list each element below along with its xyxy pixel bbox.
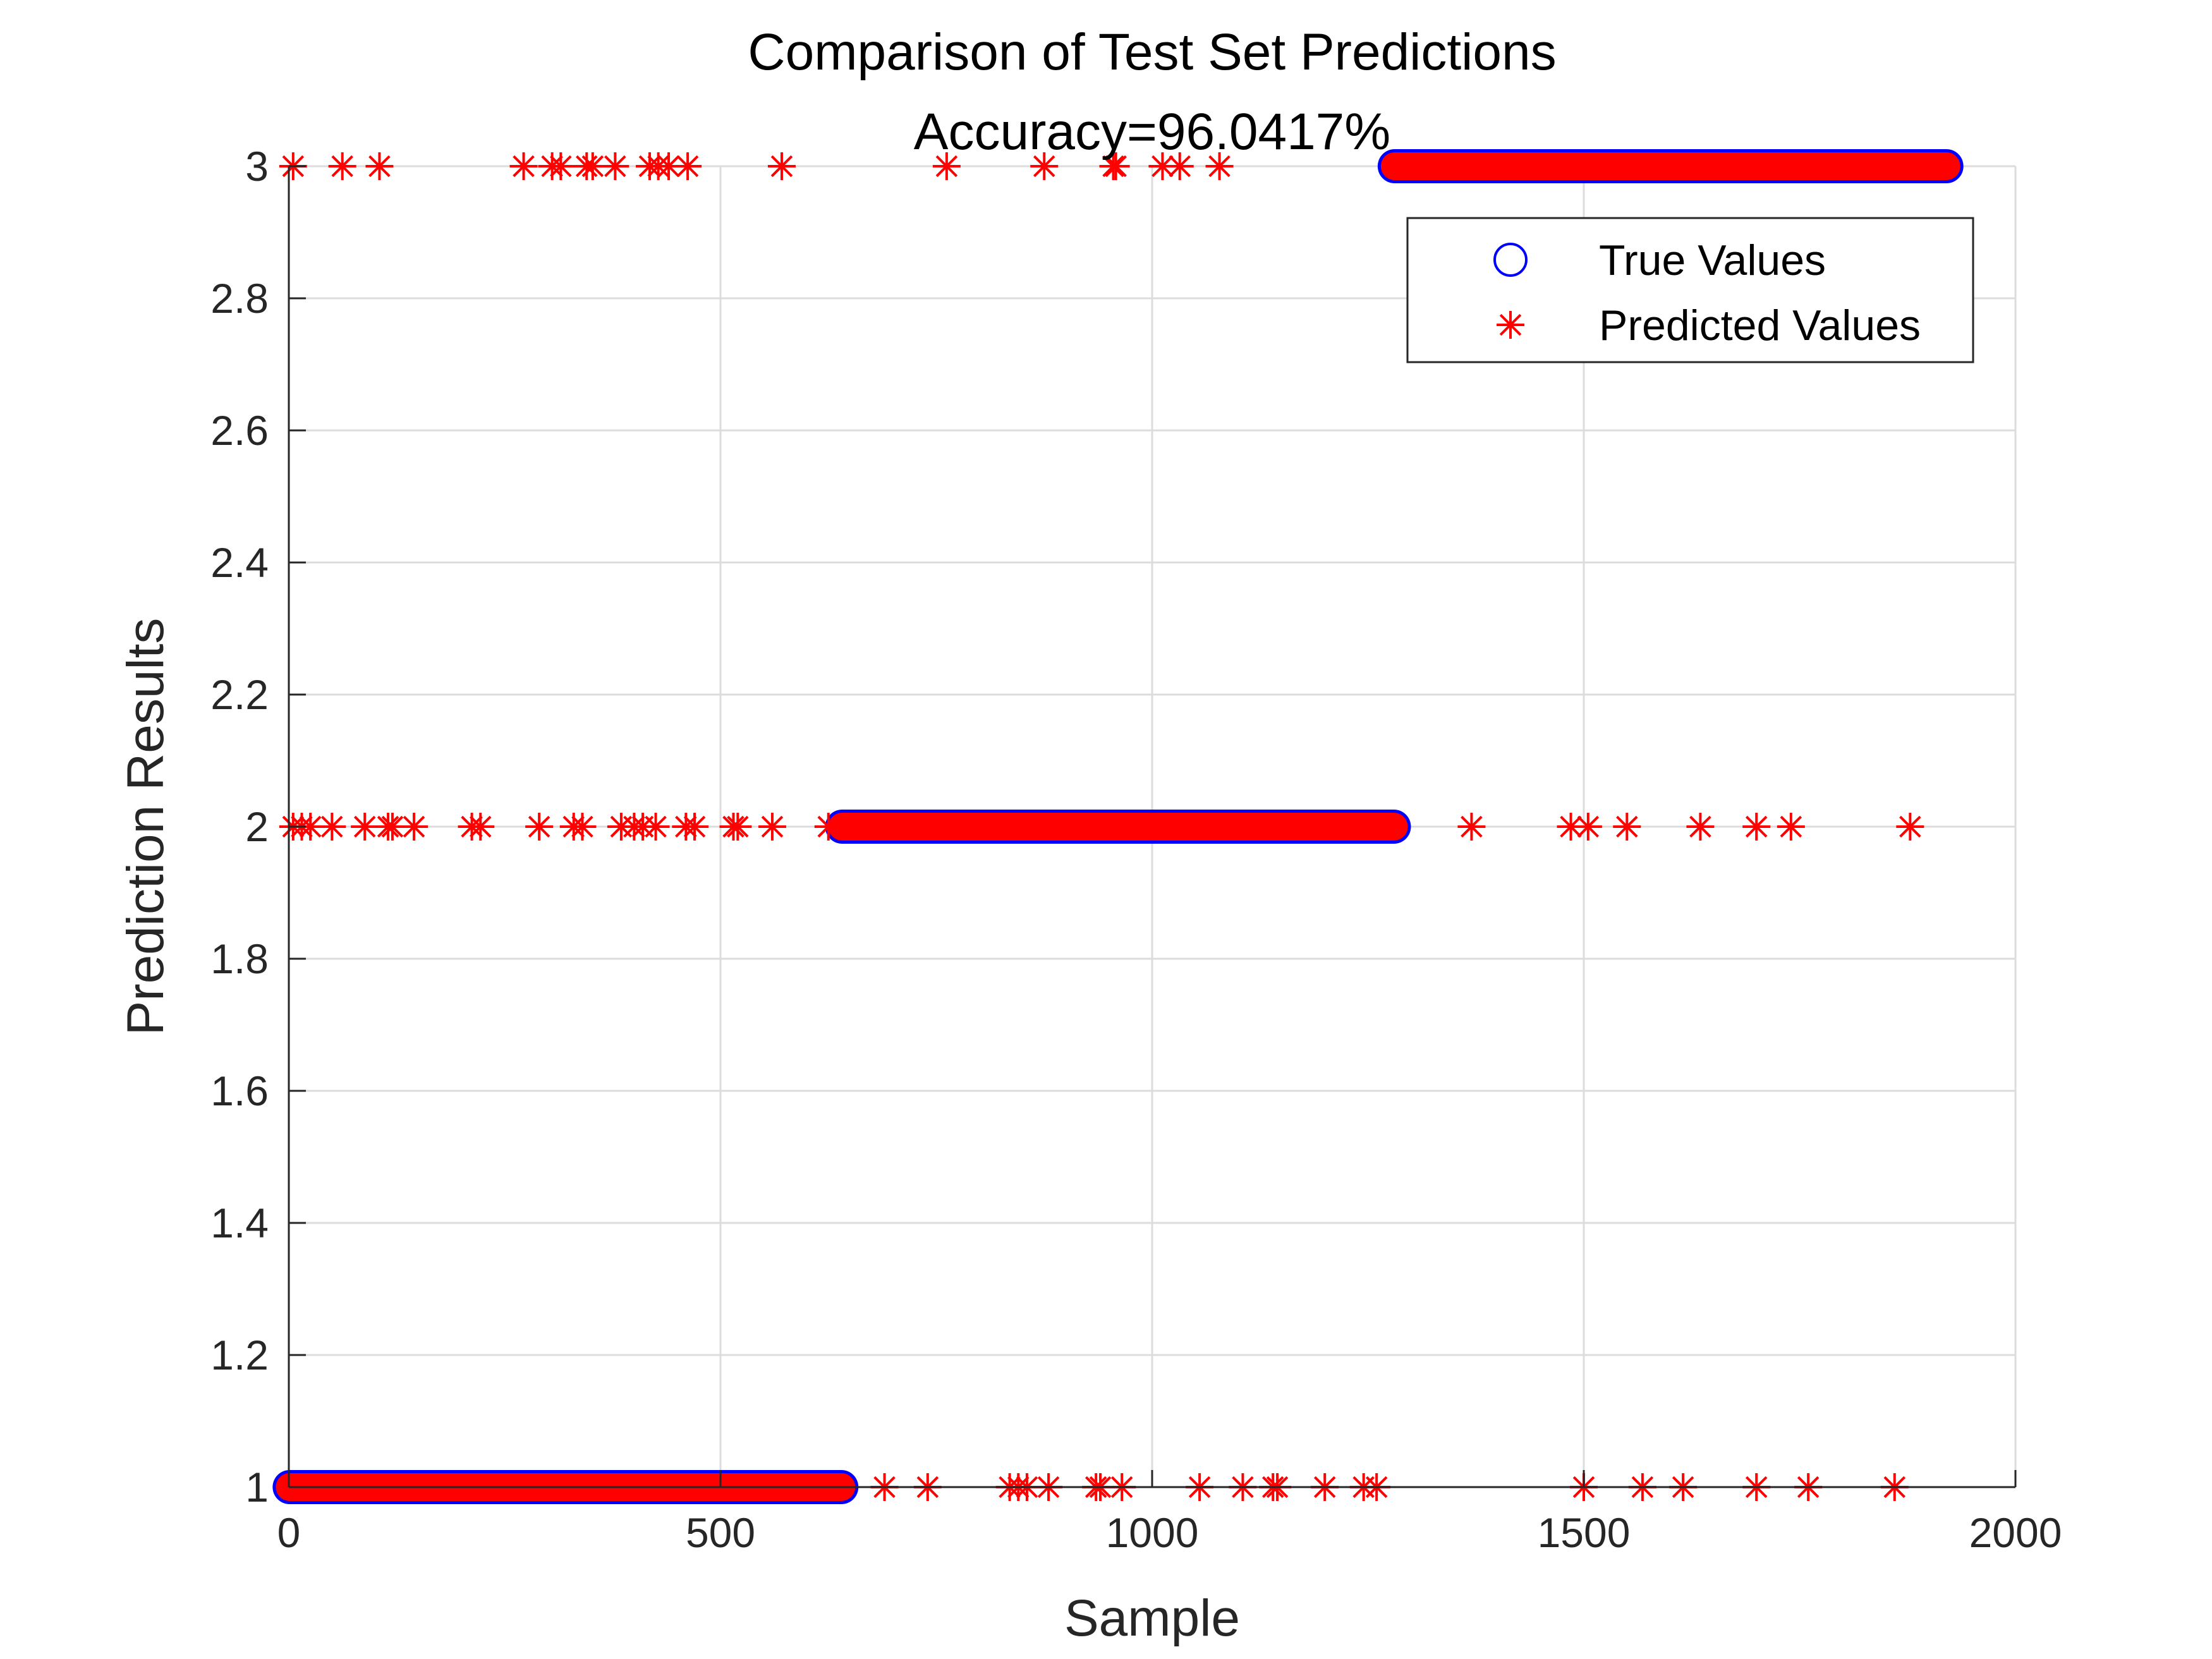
predicted-point — [1148, 152, 1177, 180]
predicted-point — [641, 813, 670, 841]
predicted-point — [351, 813, 379, 841]
predicted-point — [318, 813, 346, 841]
y-tick-label: 2 — [245, 803, 269, 850]
legend-predicted-label: Predicted Values — [1599, 301, 1921, 349]
x-tick-label: 2000 — [1969, 1509, 2062, 1556]
predicted-point — [1165, 152, 1194, 180]
predicted-point — [568, 813, 597, 841]
legend: True Values Predicted Values — [1406, 217, 1974, 363]
y-tick-label: 1.6 — [210, 1067, 269, 1114]
predicted-point — [681, 813, 709, 841]
y-tick-label: 2.6 — [210, 407, 269, 454]
legend-box — [1406, 217, 1974, 363]
predicted-point — [1686, 813, 1715, 841]
axes — [288, 165, 2017, 1488]
x-tick-label: 1500 — [1538, 1509, 1631, 1556]
predicted-point — [1574, 813, 1602, 841]
legend-true-marker — [1493, 243, 1528, 277]
x-tick-label: 0 — [277, 1509, 301, 1556]
predicted-point — [1205, 152, 1234, 180]
legend-predicted-marker — [1497, 311, 1524, 339]
predicted-values-layer — [276, 152, 1960, 1501]
y-tick-label: 2.2 — [210, 671, 269, 718]
predicted-point — [814, 813, 842, 841]
predicted-point — [758, 813, 786, 841]
predicted-point — [466, 813, 495, 841]
predicted-point — [767, 152, 796, 180]
tick-labels: 0 500 1000 1500 2000 1 1.2 1.4 1.6 1.8 2 2.2 2.4 2.6 2… — [210, 143, 2062, 1556]
predicted-point — [601, 152, 629, 180]
y-tick-label: 2.8 — [210, 275, 269, 322]
predicted-point — [674, 152, 702, 180]
predicted-point — [1613, 813, 1641, 841]
chart-subtitle: Accuracy=96.0417% — [914, 103, 1390, 161]
y-tick-label: 2.4 — [210, 539, 269, 586]
y-axis-label: Prediction Results — [117, 618, 174, 1036]
predicted-point — [509, 152, 538, 180]
predicted-point — [1457, 813, 1486, 841]
predicted-point — [1030, 152, 1059, 180]
chart-title: Comparison of Test Set Predictions — [748, 23, 1556, 81]
y-tick-label: 1.8 — [210, 935, 269, 982]
legend-asterisk — [1497, 311, 1524, 339]
legend-true-label: True Values — [1599, 236, 1826, 284]
y-tick-label: 3 — [245, 143, 269, 190]
x-tick-label: 1000 — [1106, 1509, 1199, 1556]
predicted-point — [932, 152, 961, 180]
y-tick-label: 1 — [245, 1464, 269, 1510]
predicted-point — [1777, 813, 1805, 841]
x-tick-label: 500 — [686, 1509, 755, 1556]
predicted-point — [400, 813, 428, 841]
predicted-point — [525, 813, 554, 841]
predicted-point — [328, 152, 356, 180]
predicted-point — [547, 152, 575, 180]
predicted-point — [724, 813, 752, 841]
y-tick-label: 1.2 — [210, 1332, 269, 1378]
x-axis-label: Sample — [1064, 1589, 1240, 1647]
predicted-point — [1742, 813, 1771, 841]
y-tick-label: 1.4 — [210, 1200, 269, 1246]
predicted-point — [1102, 152, 1130, 180]
predicted-point — [365, 152, 394, 180]
predicted-point — [1896, 813, 1924, 841]
